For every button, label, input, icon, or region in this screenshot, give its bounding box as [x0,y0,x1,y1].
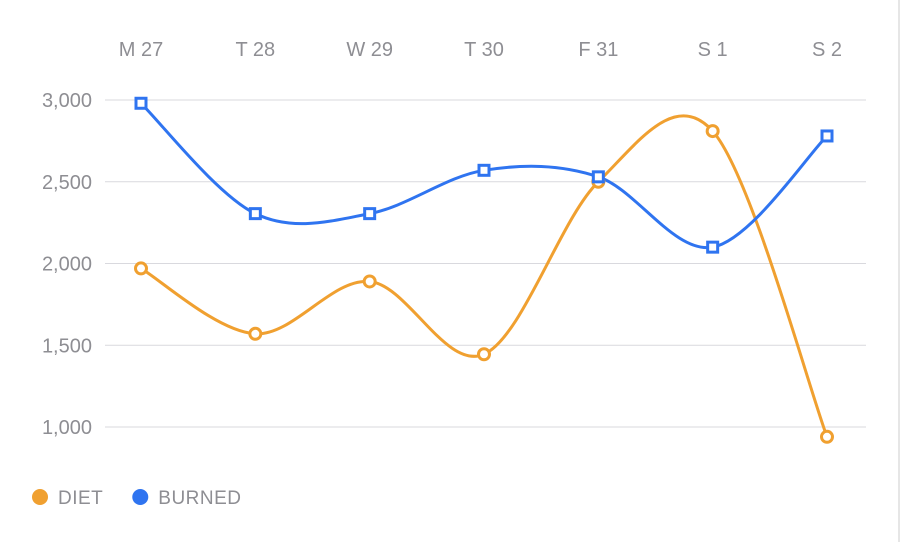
burned-legend-swatch [132,489,149,505]
diet-point [362,274,377,289]
y-tick-label: 3,000 [42,90,92,112]
diet-point [705,124,720,139]
diet-point [477,347,491,362]
legend: DIET BURNED [32,488,241,509]
x-tick-label: S 2 [812,39,842,61]
y-tick-label: 1,000 [42,417,92,439]
burned-point [820,129,834,143]
x-tick-label: M 27 [119,39,163,61]
burned-point [134,96,148,110]
burned-point [706,240,720,254]
gridlines [105,99,866,428]
series-markers [134,96,834,444]
diet-legend-label: DIET [58,488,103,509]
burned-point [248,207,262,221]
y-tick-label: 2,000 [42,254,92,276]
x-axis-ticks: M 27 T 28 W 29 T 30 F 31 S 1 S 2 [119,39,842,61]
diet-series-line [139,114,829,439]
diet-point [134,261,148,276]
burned-point [477,163,491,177]
burned-legend-label: BURNED [158,488,241,509]
burned-point [591,170,605,184]
diet-point [248,326,263,341]
x-tick-label: W 29 [346,39,393,61]
diet-point [820,429,834,444]
x-tick-label: S 1 [698,39,728,61]
series-lines [139,101,829,439]
y-tick-label: 1,500 [42,335,92,357]
diet-legend-swatch [32,489,48,505]
x-tick-label: T 28 [235,39,275,61]
y-tick-label: 2,500 [42,172,92,194]
x-tick-label: T 30 [464,39,504,61]
x-tick-label: F 31 [578,39,618,61]
burned-point [363,207,377,221]
right-border [898,0,900,542]
y-axis-ticks: 3,000 2,500 2,000 1,500 1,000 [42,90,92,439]
